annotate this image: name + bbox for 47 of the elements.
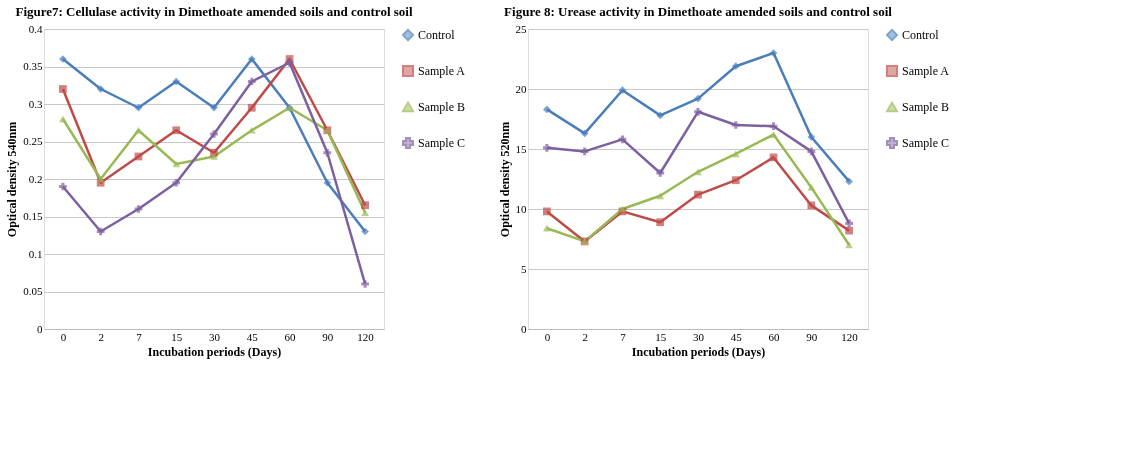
y-axis-title: Optical density 540nm — [5, 121, 20, 238]
x-tick-label: 30 — [693, 330, 705, 343]
y-tick-label: 20 — [515, 82, 527, 95]
legend-label: Sample B — [902, 100, 949, 114]
x-axis-title: Incubation periods (Days) — [147, 344, 282, 359]
x-tick-label: 0 — [60, 330, 67, 343]
y-tick-label: 0.05 — [23, 285, 43, 297]
chart-title: Figure7: Cellulase activity in Dimethoate amended soils and control soil — [15, 4, 413, 19]
y-tick-label: 10 — [515, 202, 527, 215]
legend-label: Control — [902, 28, 940, 42]
x-tick-label: 15 — [171, 330, 183, 343]
x-tick-label: 90 — [322, 330, 334, 343]
y-tick-label: 0.2 — [28, 172, 43, 185]
legend-label: Control — [418, 28, 456, 42]
x-tick-label: 120 — [357, 330, 375, 343]
legend-label: Sample B — [418, 100, 465, 114]
x-tick-label: 120 — [841, 330, 859, 343]
y-tick-label: 0.1 — [28, 247, 43, 260]
legend-label: Sample A — [418, 64, 466, 78]
y-tick-label: 0 — [37, 322, 43, 335]
x-tick-label: 45 — [730, 330, 743, 343]
x-tick-label: 0 — [544, 330, 551, 343]
x-tick-label: 2 — [582, 330, 588, 343]
legend-label: Sample A — [902, 64, 950, 78]
x-tick-label: 15 — [655, 330, 667, 343]
y-tick-label: 0.3 — [28, 97, 43, 110]
legend-label: Sample C — [902, 136, 949, 150]
x-tick-label: 60 — [768, 330, 781, 343]
chart-title: Figure 8: Urease activity in Dimethoate amended soils and control soil — [504, 4, 893, 19]
x-tick-label: 7 — [136, 330, 143, 343]
x-tick-label: 60 — [284, 330, 297, 343]
y-tick-label: 0.35 — [23, 60, 43, 72]
y-tick-label: 0.25 — [23, 135, 43, 147]
y-tick-label: 0 — [521, 322, 527, 335]
y-tick-label: 5 — [521, 262, 527, 275]
x-tick-label: 90 — [806, 330, 818, 343]
legend-label: Sample C — [418, 136, 465, 150]
y-axis-title: Optical density 520nm — [497, 121, 512, 238]
x-tick-label: 45 — [246, 330, 259, 343]
y-tick-label: 15 — [515, 142, 527, 155]
y-tick-label: 0.4 — [28, 22, 43, 35]
x-axis-title: Incubation periods (Days) — [631, 344, 766, 359]
x-tick-label: 2 — [98, 330, 104, 343]
x-tick-label: 7 — [620, 330, 627, 343]
x-tick-label: 30 — [209, 330, 221, 343]
y-tick-label: 0.15 — [23, 210, 43, 222]
y-tick-label: 25 — [515, 22, 527, 35]
